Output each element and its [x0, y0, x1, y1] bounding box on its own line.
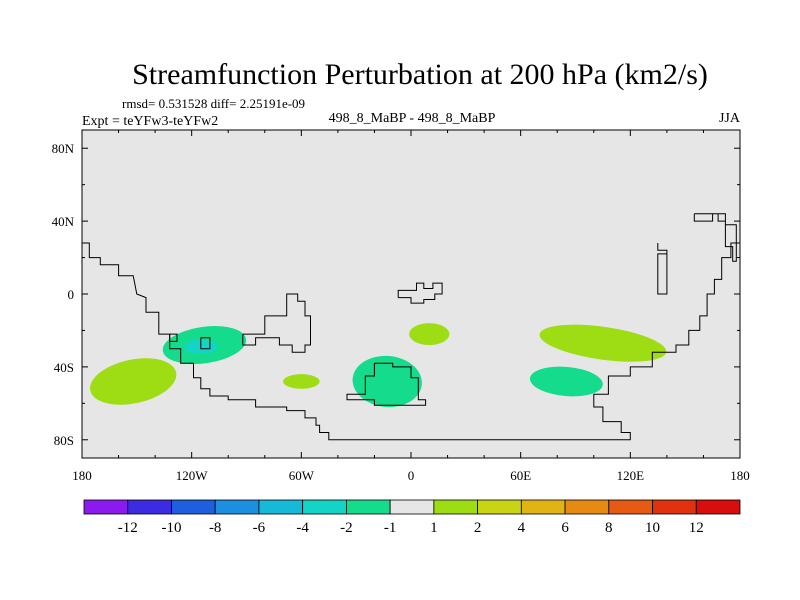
coastline-segment [242, 293, 311, 353]
colorbar-swatch [564, 499, 610, 515]
colorbar-label: -10 [161, 520, 181, 536]
map-background [82, 130, 740, 458]
colorbar-label: 2 [474, 520, 482, 536]
colorbar-label: 12 [689, 520, 704, 536]
season-label: JJA [719, 111, 741, 126]
x-tick-label: 120W [176, 468, 209, 483]
colorbar-swatch [695, 499, 741, 515]
colorbar-label: 6 [561, 520, 569, 536]
anomaly-south-atlantic-east [352, 355, 422, 408]
coastlines [82, 213, 740, 441]
y-tick-label: 80S [54, 433, 74, 448]
experiment-label: Expt = teYFw3-teYFw2 [82, 114, 218, 129]
axis-ticks: 180 120W 60W 0 60E 120E 180 80N 40N 0 40S 80S [52, 130, 750, 483]
colorbar-swatch [258, 499, 304, 515]
coastline-segment [200, 337, 211, 350]
coastline-segment [169, 333, 178, 342]
colorbar-swatch [171, 499, 216, 515]
colorbar-label: 4 [518, 520, 526, 536]
coastline-segment [657, 243, 668, 295]
anomaly-regions [90, 323, 667, 408]
colorbar-swatch [608, 499, 653, 515]
colorbar: -12 -10 -8 -6 -4 -2 -1 1 2 4 6 8 10 12 [83, 499, 741, 536]
anomaly-indian-ocean-south [529, 366, 603, 397]
coastline-segment [397, 282, 443, 304]
colorbar-swatch [214, 499, 260, 515]
colorbar-label: -8 [209, 520, 222, 536]
y-tick-label: 80N [52, 141, 75, 156]
colorbar-swatch [389, 499, 435, 515]
coastline-segment [82, 242, 740, 441]
x-tick-label: 180 [730, 468, 750, 483]
colorbar-swatch [433, 499, 479, 515]
colorbar-swatch [127, 499, 172, 515]
map-plot-area: 180 120W 60W 0 60E 120E 180 80N 40N 0 40S 80S [52, 129, 750, 483]
anomaly-south-atlantic-small [283, 374, 320, 389]
x-tick-label: 60W [289, 468, 315, 483]
colorbar-label: -12 [118, 520, 138, 536]
colorbar-label: 8 [605, 520, 613, 536]
x-tick-label: 180 [72, 468, 92, 483]
colorbar-label: -1 [384, 520, 397, 536]
x-tick-label: 0 [408, 468, 415, 483]
colorbar-label: -6 [253, 520, 266, 536]
y-tick-label: 40N [52, 214, 75, 229]
colorbar-swatch [477, 499, 522, 515]
colorbar-label: 1 [430, 520, 438, 536]
coastline-segment [346, 362, 427, 406]
case-label: 498_8_MaBP - 498_8_MaBP [329, 111, 496, 126]
colorbar-label: -4 [296, 520, 309, 536]
x-tick-label: 120E [617, 468, 645, 483]
coastline-segment [693, 213, 737, 262]
colorbar-swatch [652, 499, 697, 515]
anomaly-southeast-pacific [90, 358, 177, 405]
y-tick-label: 0 [68, 287, 75, 302]
colorbar-label: 10 [645, 520, 660, 536]
colorbar-label: -2 [340, 520, 353, 536]
anomaly-indian-ocean-north [539, 324, 667, 362]
y-tick-label: 40S [54, 360, 74, 375]
colorbar-swatch [520, 499, 566, 515]
colorbar-swatch [345, 499, 391, 515]
colorbar-swatch [302, 499, 347, 515]
rmsd-diff-label: rmsd= 0.531528 diff= 2.25191e-09 [122, 96, 305, 111]
anomaly-central-africa [409, 323, 450, 346]
colorbar-swatch [83, 499, 129, 515]
x-tick-label: 60E [510, 468, 531, 483]
chart-title: Streamfunction Perturbation at 200 hPa (… [132, 58, 708, 91]
